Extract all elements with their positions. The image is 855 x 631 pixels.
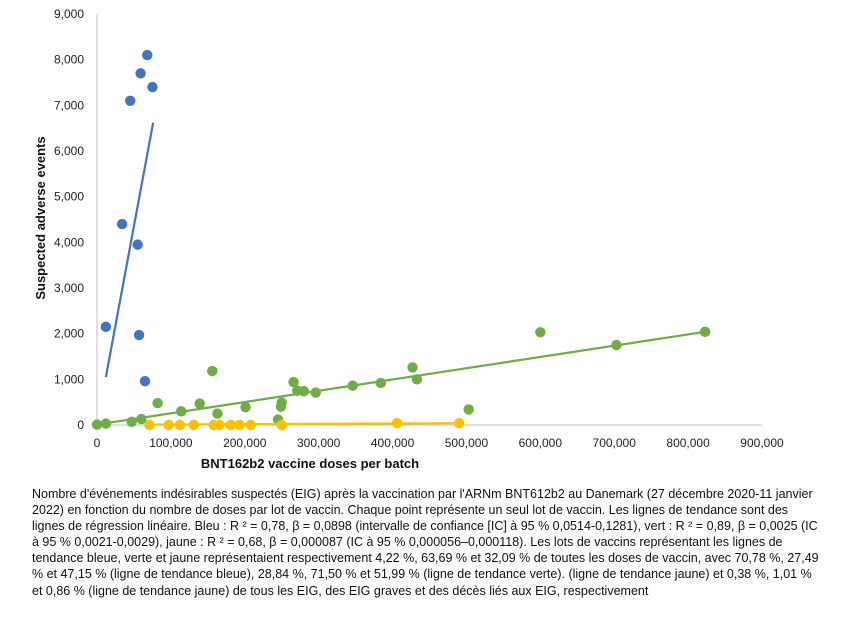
data-point-green: [212, 408, 223, 419]
data-point-green: [298, 386, 310, 397]
series-blue: [100, 49, 158, 387]
x-axis-ticks: 0 100,000 200,000 300,000 400,000 500,000 600,…: [94, 436, 784, 450]
data-point-green: [288, 376, 299, 388]
y-tick-label: 9,000: [54, 7, 84, 21]
y-tick-label: 6,000: [54, 144, 84, 158]
y-tick-label: 3,000: [54, 281, 84, 295]
data-point-yellow: [214, 419, 225, 431]
data-point-blue: [147, 81, 158, 93]
x-tick-label: 500,000: [445, 436, 489, 450]
data-point-green: [194, 398, 205, 409]
trendline-yellow: [149, 422, 460, 426]
y-axis-title: Suspected adverse events: [33, 136, 48, 299]
data-point-green: [310, 387, 321, 398]
x-tick-label: 100,000: [149, 436, 193, 450]
trendline-blue: [104, 122, 155, 378]
data-point-yellow: [391, 417, 403, 429]
figure-caption: Nombre d'événements indésirables suspect…: [32, 487, 819, 598]
data-point-green: [611, 339, 622, 351]
data-point-yellow: [144, 419, 155, 431]
data-point-yellow: [163, 419, 174, 431]
data-point-yellow: [453, 417, 465, 429]
x-tick-label: 200,000: [223, 436, 267, 450]
data-point-blue: [135, 68, 146, 79]
data-point-yellow: [225, 419, 236, 431]
y-tick-label: 8,000: [54, 53, 84, 67]
data-point-blue: [139, 375, 151, 387]
data-point-yellow: [276, 419, 287, 431]
data-point-green: [276, 397, 287, 408]
data-point-blue: [125, 95, 136, 106]
x-tick-label: 800,000: [666, 436, 710, 450]
x-tick-label: 300,000: [297, 436, 341, 450]
y-axis-ticks: 0 1,000 2,000 3,000 4,000 5,000 6,000 7,000 8,00…: [54, 7, 84, 432]
y-tick-label: 5,000: [54, 190, 84, 204]
y-tick-label: 1,000: [54, 372, 84, 386]
data-point-green: [411, 374, 423, 385]
x-tick-label: 900,000: [740, 436, 784, 450]
x-tick-label: 400,000: [371, 436, 415, 450]
data-point-green: [407, 362, 418, 373]
x-tick-label: 700,000: [593, 436, 637, 450]
x-tick-label: 600,000: [519, 436, 563, 450]
data-point-yellow: [245, 419, 256, 431]
data-point-green: [100, 418, 112, 429]
x-axis-title: BNT162b2 vaccine doses per batch: [201, 456, 419, 471]
data-point-green: [152, 397, 163, 409]
data-point-green: [126, 416, 137, 428]
data-point-green: [91, 419, 103, 430]
series-yellow: [144, 417, 465, 431]
y-tick-label: 2,000: [54, 327, 84, 341]
y-tick-label: 4,000: [54, 235, 84, 249]
scatter-chart: 0 1,000 2,000 3,000 4,000 5,000 6,000 7,000 8,00…: [33, 7, 784, 471]
y-tick-label: 7,000: [54, 98, 84, 112]
x-tick-label: 0: [94, 436, 101, 450]
data-point-green: [347, 380, 358, 391]
data-point-blue: [133, 329, 145, 341]
trendline-green: [96, 330, 706, 426]
data-point-blue: [132, 239, 143, 250]
data-point-green: [375, 377, 386, 389]
data-point-green: [463, 404, 474, 415]
data-point-green: [240, 401, 251, 413]
data-point-yellow: [188, 419, 199, 431]
data-point-green: [699, 326, 711, 338]
data-point-yellow: [234, 419, 245, 431]
data-point-blue: [116, 218, 128, 230]
data-point-green: [207, 365, 218, 377]
series-layer: [91, 49, 711, 431]
data-point-green: [176, 406, 187, 417]
data-point-green: [535, 327, 546, 338]
data-point-blue: [100, 321, 112, 333]
data-point-yellow: [174, 419, 185, 431]
series-green: [91, 326, 711, 430]
data-point-green: [136, 413, 147, 425]
data-point-blue: [142, 49, 153, 61]
y-tick-label: 0: [77, 418, 84, 432]
